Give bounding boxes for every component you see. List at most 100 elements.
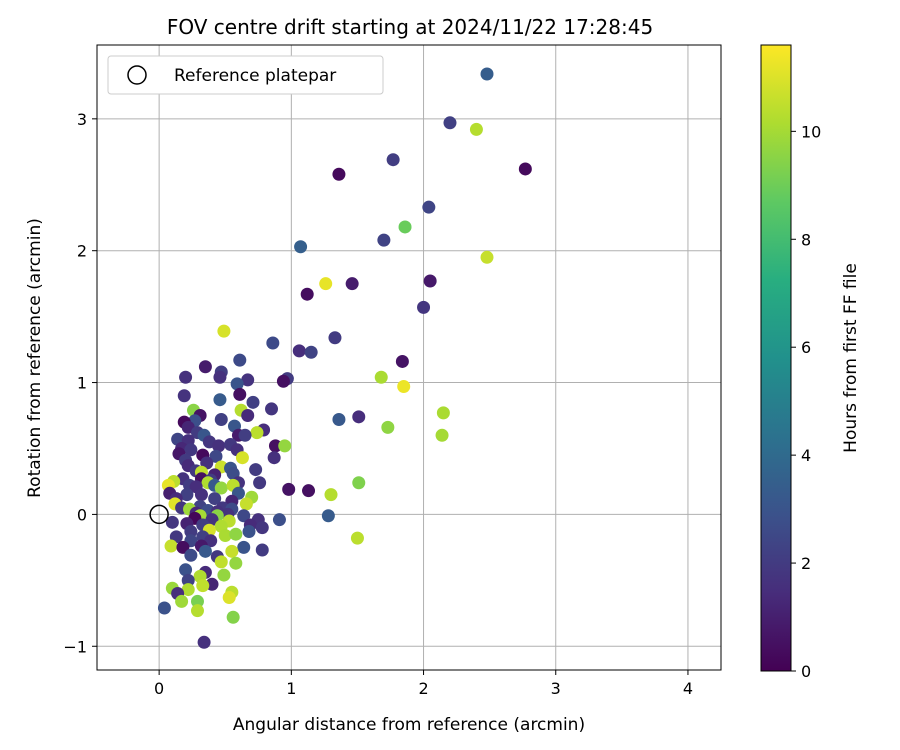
- data-point: [214, 412, 228, 426]
- y-tick-label: 0: [77, 505, 87, 524]
- data-point: [176, 540, 190, 554]
- colorbar-tick-label: 0: [801, 662, 811, 681]
- data-point: [422, 200, 436, 214]
- data-point: [282, 482, 296, 496]
- data-point: [242, 525, 256, 539]
- data-points: [157, 67, 532, 649]
- x-tick-label: 0: [154, 679, 164, 698]
- data-point: [208, 492, 222, 506]
- data-point: [233, 387, 247, 401]
- data-point: [164, 539, 178, 553]
- data-point: [423, 274, 437, 288]
- data-point: [443, 116, 457, 130]
- y-tick-label: 3: [77, 110, 87, 129]
- legend: Reference platepar: [107, 55, 384, 95]
- x-axis-label: Angular distance from reference (arcmin): [233, 715, 585, 735]
- data-point: [469, 122, 483, 136]
- data-point: [212, 439, 226, 453]
- data-point: [352, 410, 366, 424]
- data-point: [241, 373, 255, 387]
- data-point: [332, 167, 346, 181]
- data-point: [190, 594, 204, 608]
- data-point: [214, 555, 228, 569]
- data-point: [250, 426, 264, 440]
- data-point: [225, 544, 239, 558]
- data-point: [377, 233, 391, 247]
- data-point: [352, 476, 366, 490]
- x-tick-label: 4: [683, 679, 693, 698]
- data-point: [237, 540, 251, 554]
- colorbar-gradient: [760, 44, 792, 672]
- data-point: [237, 509, 251, 523]
- data-point: [222, 590, 236, 604]
- data-point: [238, 428, 252, 442]
- y-axis-ticks: −1 0 1 2 3: [63, 110, 97, 656]
- data-point: [249, 463, 263, 477]
- data-point: [194, 488, 208, 502]
- data-point: [175, 594, 189, 608]
- x-tick-label: 2: [418, 679, 428, 698]
- chart-title: FOV centre drift starting at 2024/11/22 …: [167, 15, 653, 39]
- data-point: [157, 601, 171, 615]
- data-point: [395, 354, 409, 368]
- data-point: [180, 488, 194, 502]
- legend-entry: Reference platepar: [174, 66, 336, 86]
- data-point: [165, 515, 179, 529]
- data-point: [302, 484, 316, 498]
- data-point: [321, 509, 335, 523]
- data-point: [381, 420, 395, 434]
- data-point: [480, 250, 494, 264]
- data-point: [268, 439, 282, 453]
- data-point: [177, 389, 191, 403]
- colorbar-tick-label: 8: [801, 230, 811, 249]
- x-tick-label: 1: [286, 679, 296, 698]
- colorbar-label: Hours from first FF file: [841, 263, 861, 453]
- y-tick-label: 1: [77, 374, 87, 393]
- data-point: [197, 635, 211, 649]
- data-point: [436, 406, 450, 420]
- data-point: [209, 449, 223, 463]
- colorbar-tick-label: 10: [801, 122, 821, 141]
- data-point: [319, 277, 333, 291]
- colorbar-ticks: 0 2 4 6 8 10: [791, 122, 821, 681]
- y-tick-label: 2: [77, 242, 87, 261]
- data-point: [214, 481, 228, 495]
- data-point: [230, 377, 244, 391]
- data-point: [229, 556, 243, 570]
- data-point: [179, 563, 193, 577]
- data-point: [324, 488, 338, 502]
- data-point: [332, 412, 346, 426]
- data-point: [417, 300, 431, 314]
- data-point: [184, 548, 198, 562]
- colorbar-tick-label: 4: [801, 446, 811, 465]
- data-point: [345, 277, 359, 291]
- data-point: [181, 583, 195, 597]
- data-point: [184, 443, 198, 457]
- data-point: [239, 497, 253, 511]
- data-point: [480, 67, 494, 81]
- data-point: [374, 370, 388, 384]
- data-point: [196, 579, 210, 593]
- data-point: [518, 162, 532, 176]
- data-point: [386, 153, 400, 167]
- data-point: [184, 525, 198, 539]
- data-point: [265, 402, 279, 416]
- legend-box: [107, 55, 384, 95]
- plot-frame: [96, 44, 722, 671]
- data-point: [255, 543, 269, 557]
- reference-point-marker: [149, 504, 169, 525]
- data-point: [198, 360, 212, 374]
- data-point: [294, 240, 308, 254]
- data-point: [266, 336, 280, 350]
- data-point: [328, 331, 342, 345]
- data-point: [278, 439, 292, 453]
- data-point: [233, 353, 247, 367]
- data-point: [235, 451, 249, 465]
- data-point: [226, 610, 240, 624]
- y-axis-label: Rotation from reference (arcmin): [25, 218, 45, 498]
- legend-reference-icon: [127, 65, 147, 85]
- data-point: [213, 370, 227, 384]
- data-point: [272, 513, 286, 527]
- data-point: [255, 521, 269, 535]
